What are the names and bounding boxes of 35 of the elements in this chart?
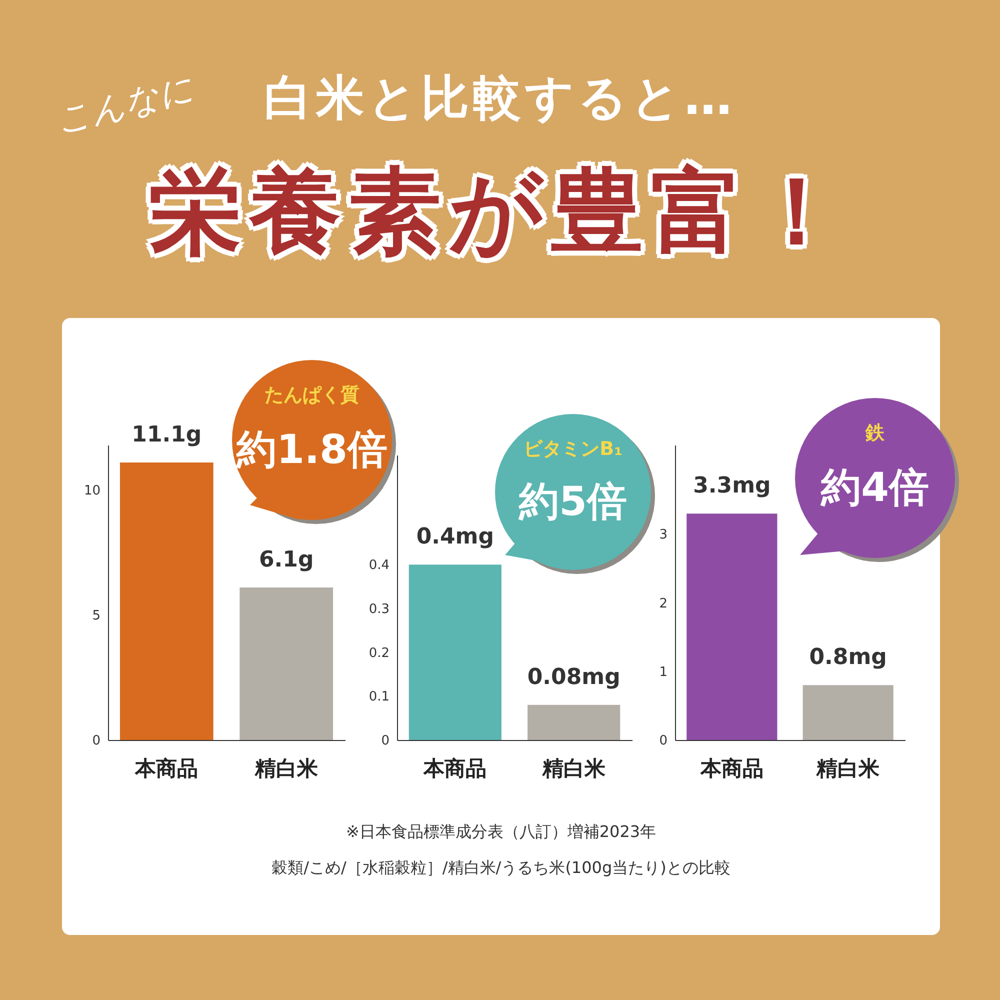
y-tick-label: 5: [92, 608, 100, 624]
x-tick-label: 精白米: [816, 756, 881, 780]
y-tick-label: 0.3: [368, 602, 390, 617]
y-tick-label: 10: [84, 484, 100, 498]
y-tick-label: 0: [659, 734, 668, 748]
text: 白米と比較すると…: [264, 70, 736, 126]
y-tick-label: 0: [381, 734, 390, 748]
text: 鉄: [864, 421, 886, 446]
text: 穀類/こめ/［水稲穀粒］/精白米/うるち米(100g当たり)との比較: [270, 858, 732, 879]
chart-title: 栄養素が豊富！: [148, 157, 852, 267]
data-label: 0.8mg: [809, 645, 887, 670]
data-label: 11.1g: [132, 422, 202, 448]
data-label: 6.1g: [258, 548, 314, 572]
text: こんなに: [52, 68, 198, 144]
x-tick-label: 精白米: [254, 756, 319, 780]
x-tick-label: 本商品: [134, 756, 198, 780]
data-label: 0.4mg: [416, 524, 494, 550]
data-label: 0.08mg: [527, 664, 620, 690]
y-tick-label: 0.1: [368, 690, 390, 705]
annotation: 約1.8倍: [235, 426, 388, 475]
y-tick-label: 0.2: [368, 646, 390, 661]
y-tick-label: 1: [659, 664, 668, 680]
text: ※日本食品標準成分表（八訂）増補2023年: [344, 822, 658, 843]
annotation: ビタミンB₁: [522, 437, 624, 462]
text: たんぱく質: [264, 383, 360, 408]
data-label: 3.3mg: [693, 474, 771, 499]
x-tick-label: 本商品: [699, 756, 764, 780]
x-tick-label: 精白米: [541, 756, 606, 780]
y-tick-label: 0.4: [368, 558, 390, 574]
y-tick-label: 3: [659, 528, 668, 543]
annotation: 約5倍: [518, 478, 628, 527]
y-tick-label: 2: [659, 596, 668, 612]
y-tick-label: 0: [92, 734, 100, 748]
annotation: 約4倍: [820, 464, 930, 513]
x-tick-label: 本商品: [422, 756, 487, 780]
